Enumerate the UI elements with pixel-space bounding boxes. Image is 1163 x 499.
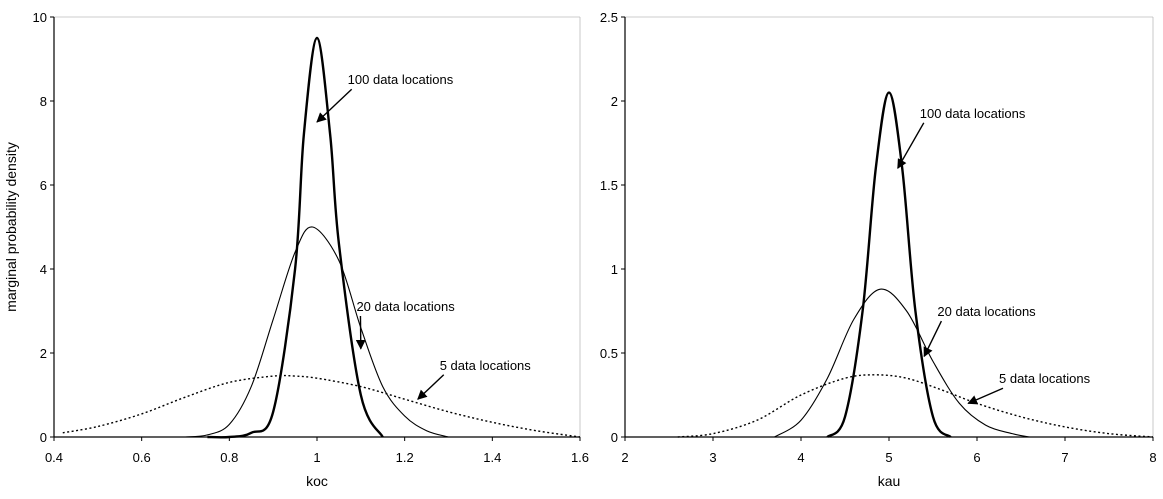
x-tick-label: 2 [621, 450, 628, 465]
y-tick-label: 0 [40, 430, 47, 445]
y-tick-label: 1.5 [600, 178, 618, 193]
x-tick-label: 3 [709, 450, 716, 465]
y-tick-label: 8 [40, 94, 47, 109]
x-tick-label: 0.4 [45, 450, 63, 465]
y-tick-label: 0.5 [600, 346, 618, 361]
annotation-arrow [924, 321, 941, 356]
x-tick-label: 1.2 [396, 450, 414, 465]
x-tick-label: 5 [885, 450, 892, 465]
series-line-1 [827, 93, 950, 437]
y-tick-label: 10 [33, 10, 47, 25]
series-line-3 [63, 376, 580, 437]
y-tick-label: 6 [40, 178, 47, 193]
x-tick-label: 7 [1061, 450, 1068, 465]
y-tick-label: 2 [40, 346, 47, 361]
x-axis-title: koc [306, 473, 328, 489]
x-tick-label: 1.4 [483, 450, 501, 465]
y-tick-label: 4 [40, 262, 47, 277]
x-tick-label: 0.8 [220, 450, 238, 465]
annotation-arrow [317, 89, 352, 122]
x-tick-label: 6 [973, 450, 980, 465]
y-tick-label: 1 [611, 262, 618, 277]
series-line-2 [186, 227, 449, 437]
x-tick-label: 0.6 [133, 450, 151, 465]
x-tick-label: 1 [313, 450, 320, 465]
annotation-label: 100 data locations [348, 72, 454, 87]
annotation-label: 5 data locations [999, 371, 1091, 386]
annotation-label: 100 data locations [920, 106, 1026, 121]
annotation-label: 20 data locations [356, 299, 455, 314]
x-tick-label: 4 [797, 450, 804, 465]
y-tick-label: 0 [611, 430, 618, 445]
x-tick-label: 1.6 [571, 450, 589, 465]
series-line-1 [207, 38, 382, 437]
x-axis-title: kau [878, 473, 901, 489]
y-axis-title: marginal probability density [3, 142, 19, 312]
x-tick-label: 8 [1149, 450, 1156, 465]
annotation-arrow [898, 123, 924, 168]
y-tick-label: 2 [611, 94, 618, 109]
annotation-label: 5 data locations [440, 358, 532, 373]
annotation-arrow [968, 388, 1003, 403]
annotation-arrow [418, 375, 444, 399]
y-tick-label: 2.5 [600, 10, 618, 25]
annotation-label: 20 data locations [937, 304, 1036, 319]
